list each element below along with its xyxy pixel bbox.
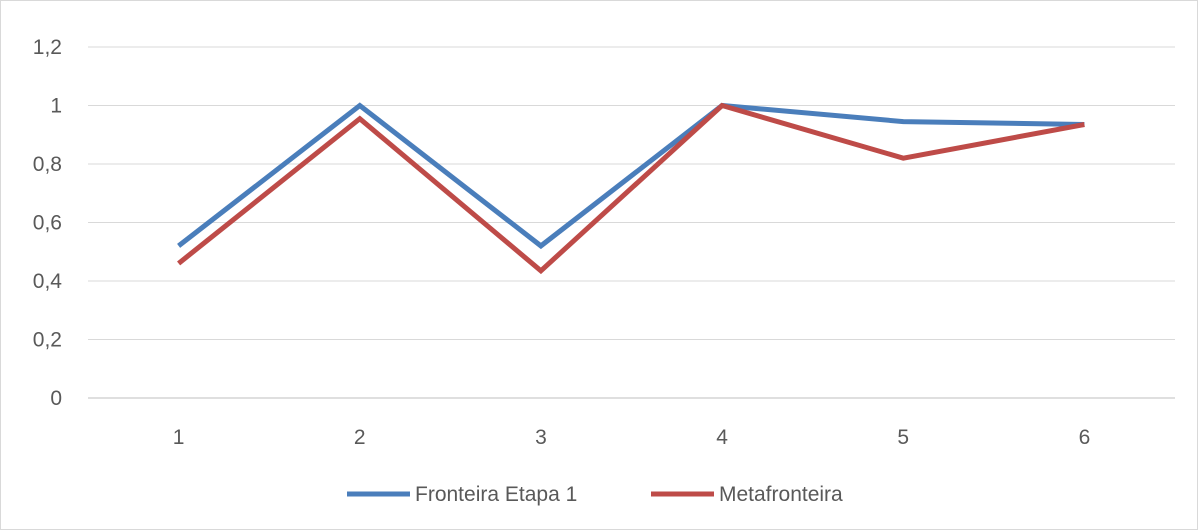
series-line-1 (177, 102, 1085, 250)
legend: Fronteira Etapa 1 Metafronteira (347, 483, 843, 506)
x-axis-tick-labels: 1 2 3 4 5 6 (173, 426, 1091, 449)
x-tick-label: 1 (173, 426, 185, 449)
x-tick-label: 4 (716, 426, 728, 449)
gridlines (88, 46, 1175, 399)
series-line-2 (177, 102, 1085, 275)
series-lines (177, 102, 1085, 275)
y-tick-label: 0 (50, 387, 62, 410)
y-axis-tick-labels: 0 0,2 0,4 0,6 0,8 1 1,2 (33, 36, 63, 410)
y-tick-label: 0,6 (33, 212, 62, 235)
y-tick-label: 0,4 (33, 270, 63, 293)
y-tick-label: 0,2 (33, 329, 62, 352)
x-tick-label: 2 (354, 426, 366, 449)
y-tick-label: 0,8 (33, 153, 62, 176)
x-tick-label: 6 (1079, 426, 1091, 449)
x-tick-label: 5 (897, 426, 909, 449)
legend-label-1: Fronteira Etapa 1 (415, 483, 577, 506)
y-tick-label: 1 (50, 95, 62, 118)
legend-label-2: Metafronteira (719, 483, 843, 506)
y-tick-label: 1,2 (33, 36, 62, 59)
x-tick-label: 3 (535, 426, 547, 449)
